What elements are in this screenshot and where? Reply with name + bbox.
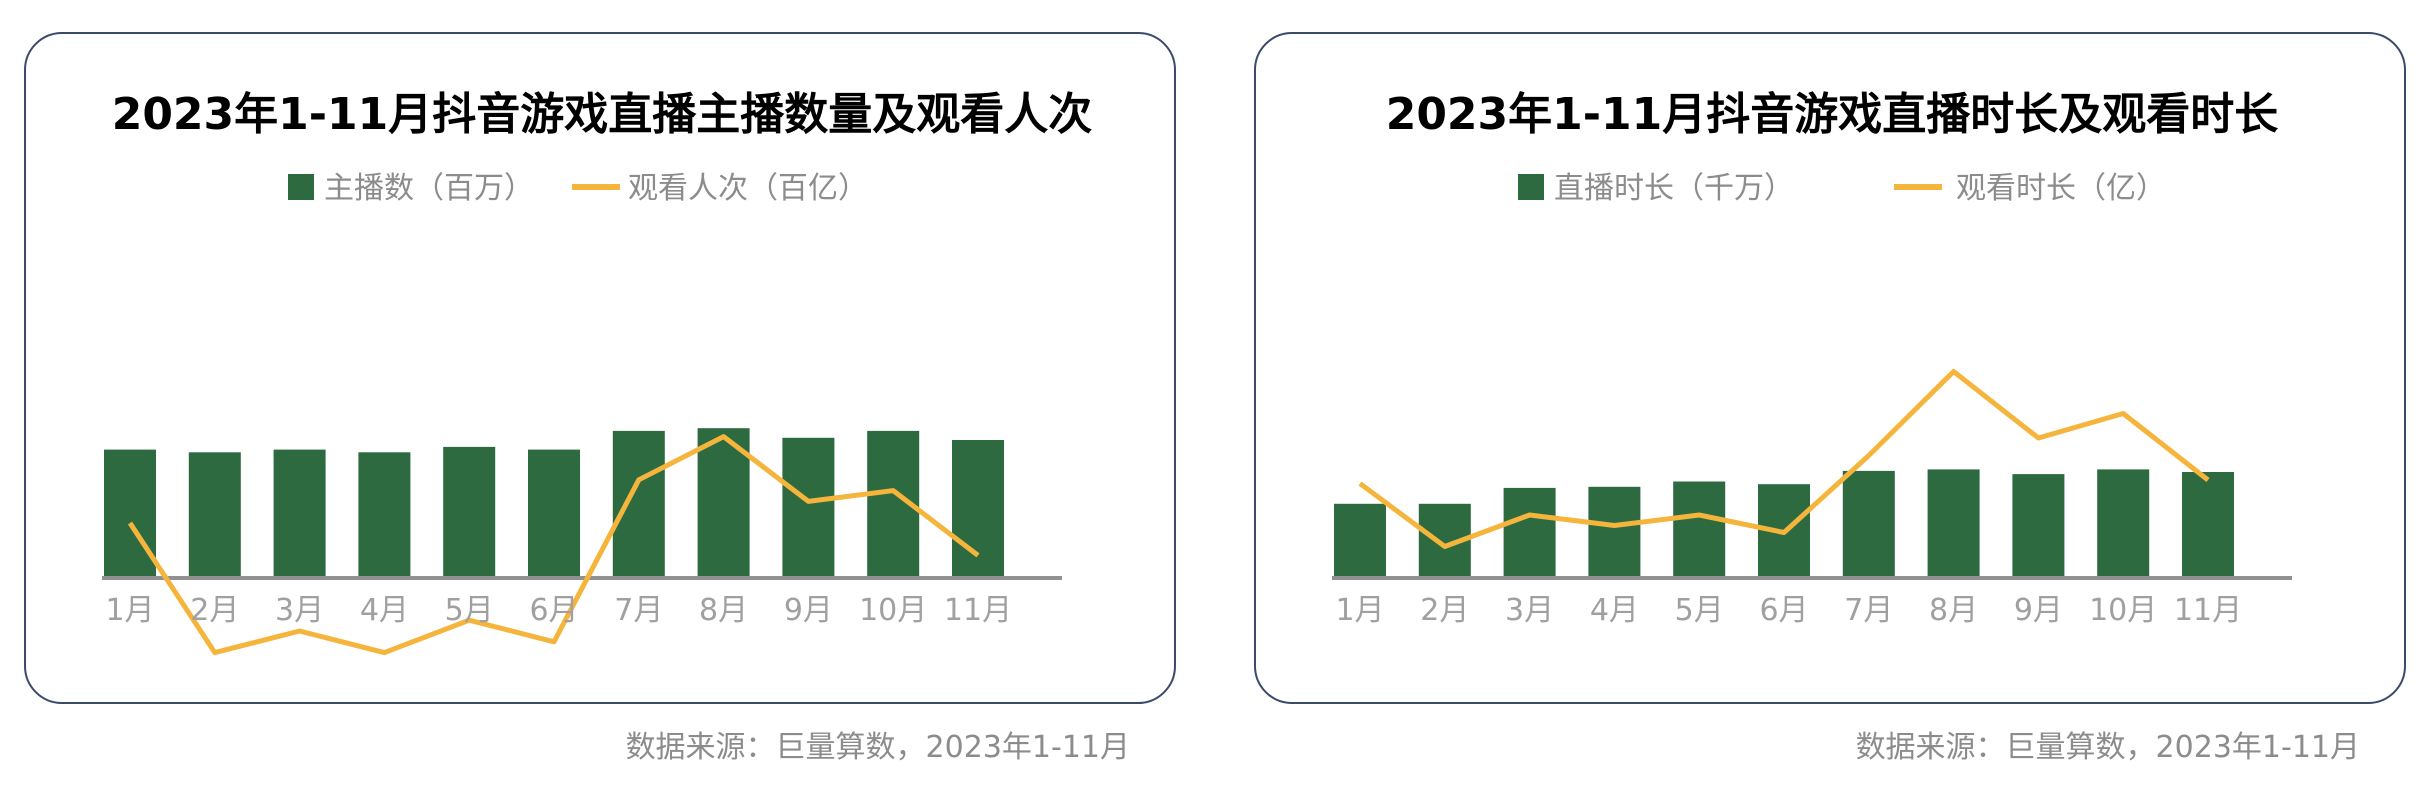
bar-3 [1503, 487, 1556, 578]
bar-8 [1927, 469, 1980, 578]
x-tick-label: 7月 [1844, 593, 1893, 628]
bar-7 [612, 430, 665, 578]
x-tick-label: 6月 [529, 593, 578, 628]
bar-group [104, 428, 1004, 578]
x-tick-label: 5月 [445, 593, 494, 628]
x-tick-label: 6月 [1759, 593, 1808, 628]
chart-svg-right: 2023年1-11月抖音游戏直播时长及观看时长 直播时长（千万） 观看时长（亿）… [1332, 89, 2292, 628]
bar-5 [1673, 481, 1726, 578]
bar-1 [1334, 503, 1386, 578]
bar-3 [273, 449, 326, 578]
x-tick-label: 5月 [1675, 593, 1724, 628]
legend-label-bar: 直播时长（千万） [1554, 171, 1794, 206]
line-series [127, 434, 980, 656]
legend-swatch-bar [288, 174, 314, 200]
x-tick-label: 8月 [699, 593, 748, 628]
x-tick-label: 10月 [2089, 593, 2157, 628]
x-tick-label: 11月 [2174, 593, 2242, 628]
legend-label-bar: 主播数（百万） [324, 171, 534, 206]
bar-10 [2097, 469, 2150, 578]
chart-panel-right: 2023年1-11月抖音游戏直播时长及观看时长 直播时长（千万） 观看时长（亿）… [1254, 32, 2406, 704]
x-tick-label: 11月 [944, 593, 1012, 628]
chart-svg-left: 2023年1-11月抖音游戏直播主播数量及观看人次 主播数（百万） 观看人次（百… [102, 89, 1093, 656]
bar-group [1334, 469, 2234, 578]
x-tick-label: 1月 [105, 593, 154, 628]
x-tick-label: 3月 [1505, 593, 1554, 628]
x-tick-label: 9月 [2014, 593, 2063, 628]
x-tick-label: 4月 [360, 593, 409, 628]
x-tick-label: 2月 [190, 593, 239, 628]
data-source-note: 数据来源：巨量算数，2023年1-11月 [1855, 730, 2360, 765]
bar-4 [1588, 486, 1641, 578]
x-tick-label: 2月 [1420, 593, 1469, 628]
bar-4 [358, 452, 411, 578]
bar-9 [782, 437, 835, 578]
legend-label-line: 观看时长（亿） [1956, 171, 2166, 206]
chart-title: 2023年1-11月抖音游戏直播主播数量及观看人次 [112, 89, 1093, 140]
bar-8 [697, 428, 750, 578]
tick-group: 1月 2月 3月 4月 5月 6月 7月 8月 9月 10月 11月 [1335, 593, 2242, 628]
bar-11 [2182, 472, 2234, 578]
legend-swatch-bar [1518, 174, 1544, 200]
x-tick-label: 8月 [1929, 593, 1978, 628]
tick-group: 1月 2月 3月 4月 5月 6月 7月 8月 9月 10月 11月 [105, 593, 1012, 628]
legend-label-line: 观看人次（百亿） [628, 171, 868, 206]
x-tick-label: 9月 [784, 593, 833, 628]
x-tick-label: 1月 [1335, 593, 1384, 628]
x-tick-label: 3月 [275, 593, 324, 628]
chart-title: 2023年1-11月抖音游戏直播时长及观看时长 [1386, 89, 2279, 140]
x-tick-label: 7月 [614, 593, 663, 628]
bar-11 [952, 440, 1004, 578]
bar-7 [1842, 470, 1895, 578]
x-tick-label: 10月 [859, 593, 927, 628]
bar-5 [443, 446, 496, 578]
x-tick-label: 4月 [1590, 593, 1639, 628]
bar-1 [104, 449, 156, 578]
chart-panel-left: 2023年1-11月抖音游戏直播主播数量及观看人次 主播数（百万） 观看人次（百… [24, 32, 1176, 704]
bar-2 [188, 452, 241, 578]
bar-6 [528, 449, 580, 578]
line-series [1358, 369, 2210, 549]
bar-9 [2012, 474, 2065, 578]
data-source-note: 数据来源：巨量算数，2023年1-11月 [625, 730, 1130, 765]
